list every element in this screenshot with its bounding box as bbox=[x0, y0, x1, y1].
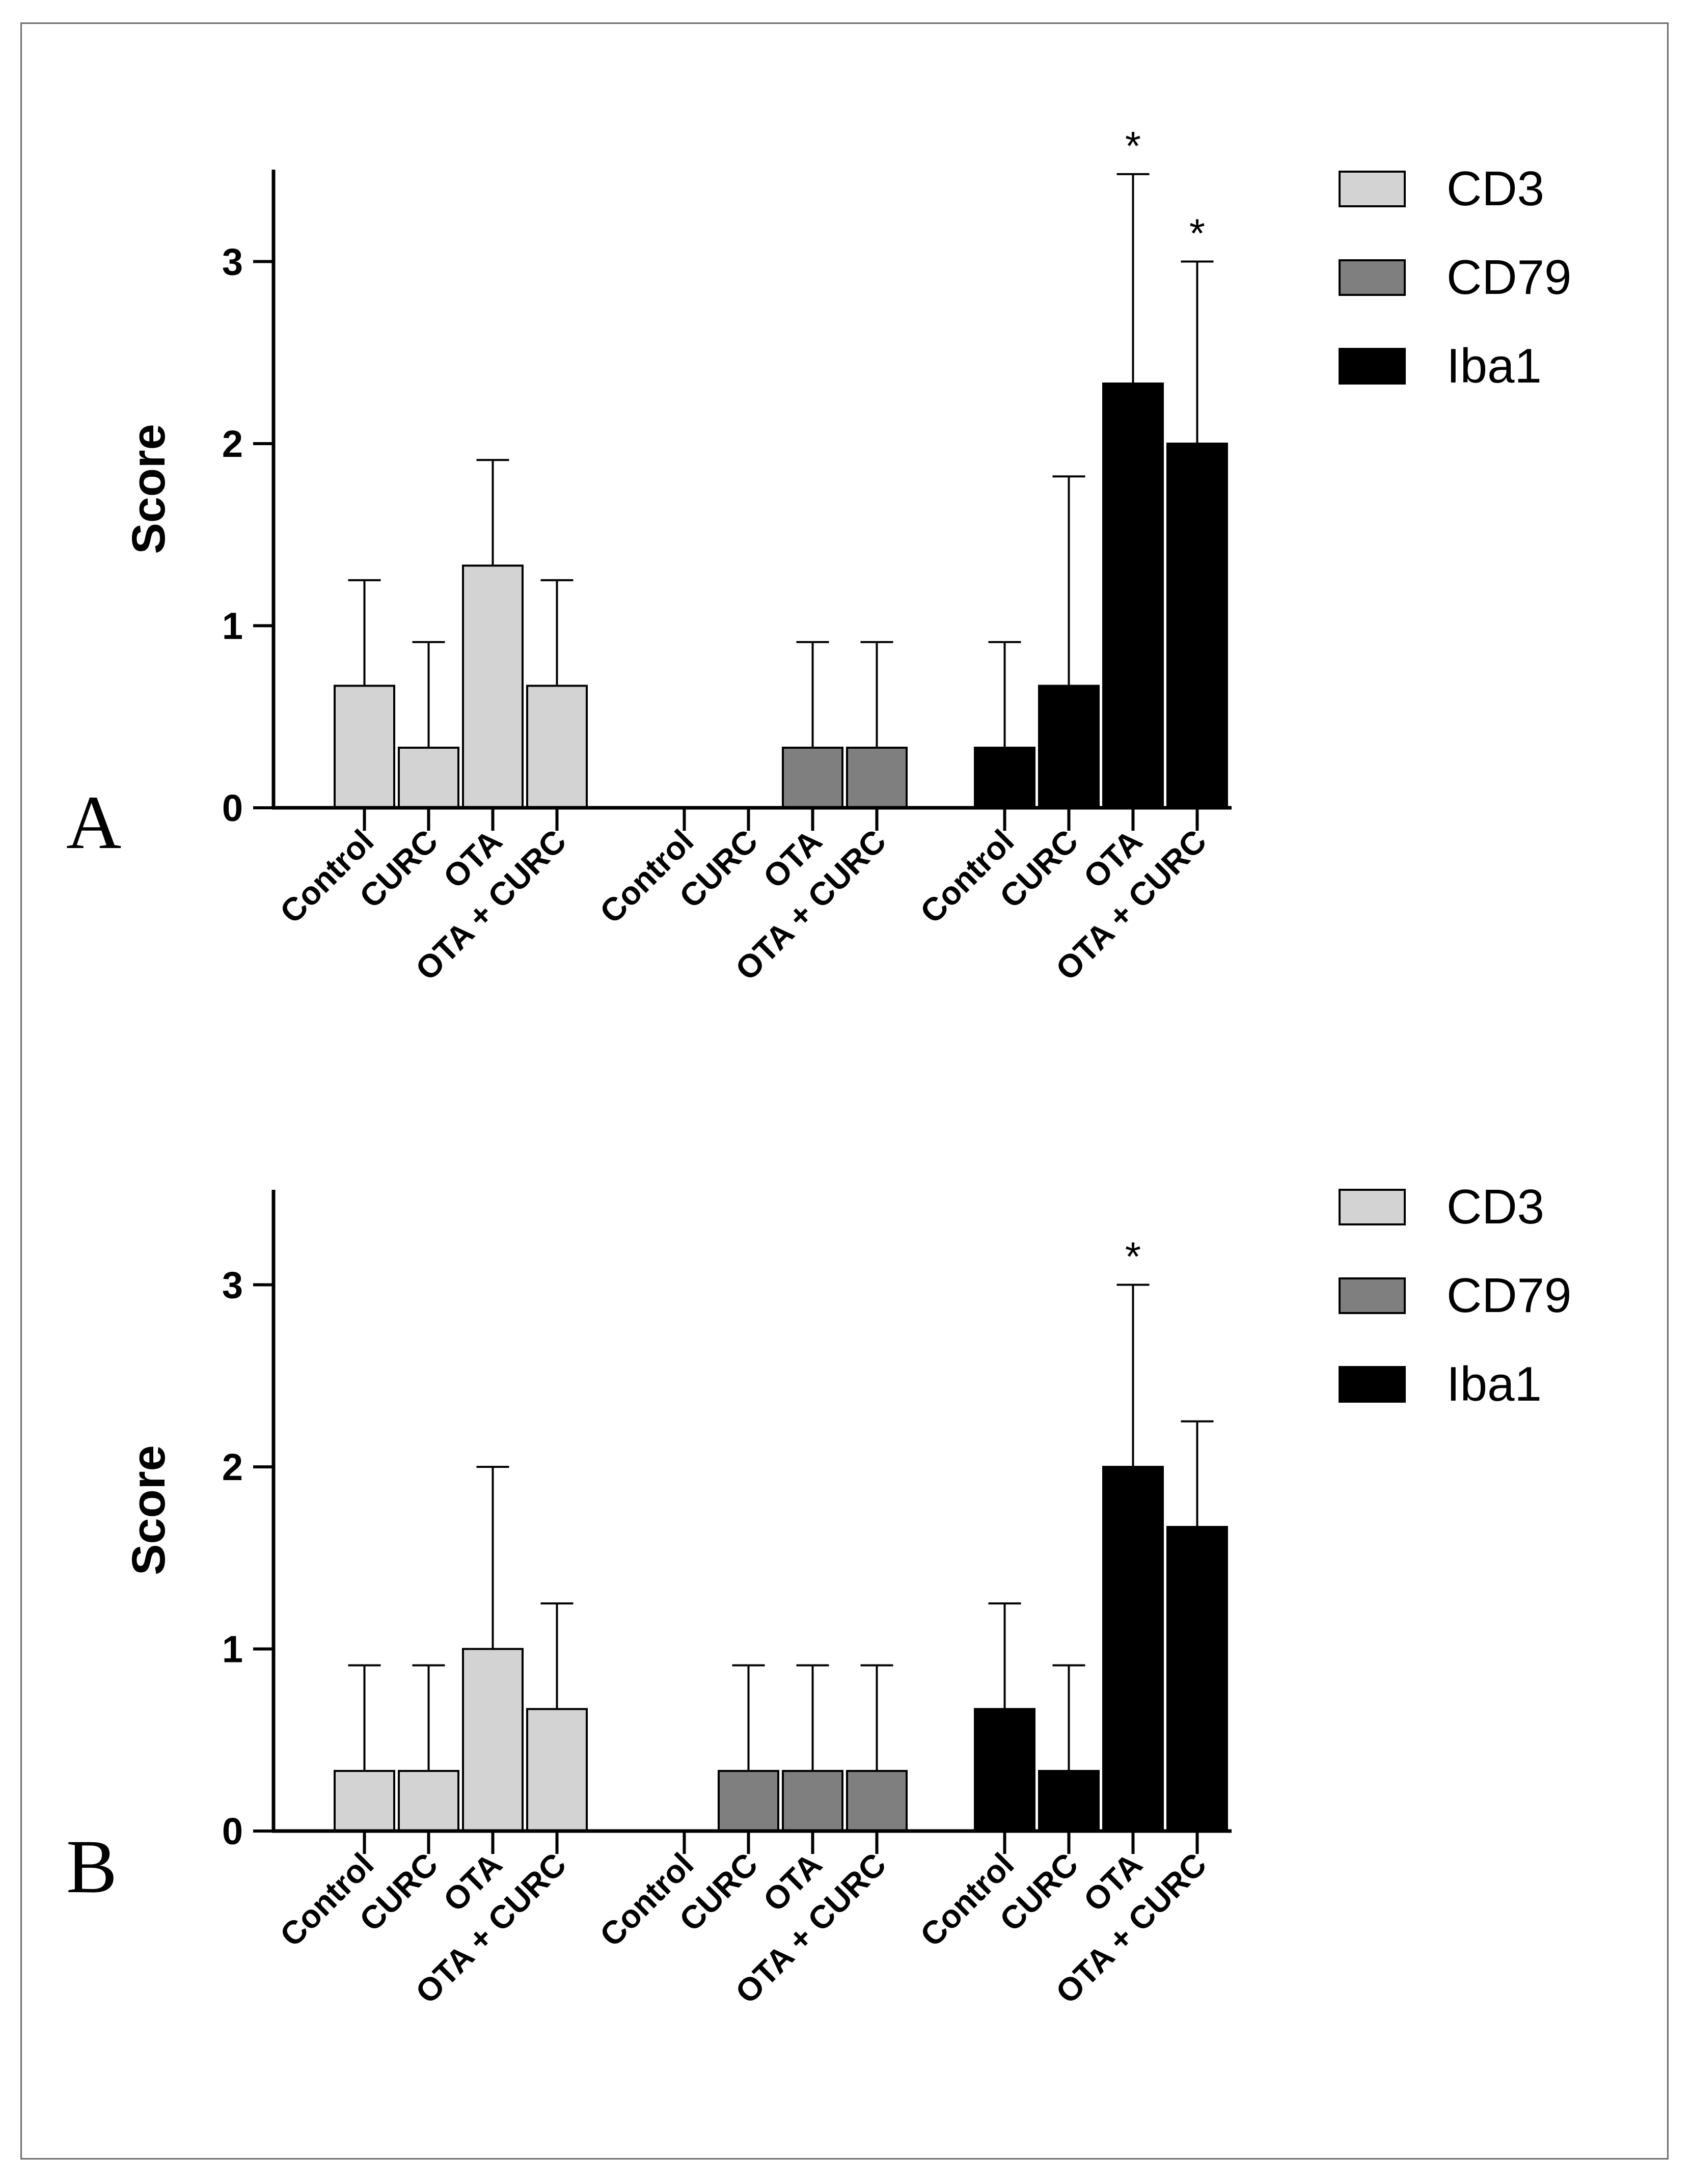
bar-cd3-3 bbox=[526, 685, 588, 809]
bar-iba1-2 bbox=[1102, 1466, 1164, 1832]
y-tick-label: 3 bbox=[222, 241, 243, 283]
bar-iba1-3 bbox=[1166, 443, 1228, 809]
legend-swatch-cd3 bbox=[1339, 171, 1406, 207]
bar-iba1-1 bbox=[1038, 1770, 1100, 1832]
legend-label-cd79: CD79 bbox=[1447, 1268, 1571, 1323]
bar-cd79-1 bbox=[718, 1770, 779, 1832]
legend: CD3 CD79 Iba1 bbox=[1339, 1180, 1571, 1411]
bar-iba1-0 bbox=[974, 1708, 1035, 1833]
legend-swatch-cd79 bbox=[1339, 1277, 1406, 1314]
legend: CD3 CD79 Iba1 bbox=[1339, 161, 1571, 393]
y-tick-label: 2 bbox=[222, 423, 243, 465]
bar-iba1-3 bbox=[1166, 1525, 1228, 1833]
bar-cd3-1 bbox=[398, 1770, 459, 1832]
bar-cd3-2 bbox=[462, 1648, 524, 1832]
y-axis-title: Score bbox=[123, 1445, 175, 1575]
legend-swatch-iba1 bbox=[1339, 348, 1406, 385]
significance-mark: * bbox=[1125, 123, 1141, 169]
bar-cd79-3 bbox=[846, 747, 908, 809]
legend-swatch-cd79 bbox=[1339, 259, 1406, 296]
bar-cd3-3 bbox=[526, 1708, 588, 1833]
bar-iba1-0 bbox=[974, 747, 1035, 809]
bar-iba1-1 bbox=[1038, 685, 1100, 809]
bar-cd3-1 bbox=[398, 747, 459, 809]
legend-label-iba1: Iba1 bbox=[1447, 339, 1542, 393]
legend-label-iba1: Iba1 bbox=[1447, 1357, 1542, 1411]
bar-cd3-2 bbox=[462, 564, 524, 809]
legend-swatch-cd3 bbox=[1339, 1189, 1406, 1225]
legend-label-cd3: CD3 bbox=[1447, 1180, 1544, 1234]
significance-mark: * bbox=[1189, 211, 1205, 256]
legend-label-cd79: CD79 bbox=[1447, 250, 1571, 305]
panel-letter: A bbox=[66, 780, 121, 865]
bar-cd3-0 bbox=[334, 1770, 395, 1832]
y-tick-label: 2 bbox=[222, 1446, 243, 1488]
bar-cd3-0 bbox=[334, 685, 395, 809]
y-tick-label: 1 bbox=[222, 605, 243, 647]
legend-label-cd3: CD3 bbox=[1447, 161, 1544, 216]
y-tick-label: 0 bbox=[222, 1810, 243, 1852]
bar-cd79-2 bbox=[782, 747, 843, 809]
bar-cd79-3 bbox=[846, 1770, 908, 1832]
y-tick-label: 1 bbox=[222, 1628, 243, 1671]
bar-cd79-2 bbox=[782, 1770, 843, 1832]
y-tick-label: 3 bbox=[222, 1264, 243, 1306]
significance-mark: * bbox=[1125, 1234, 1141, 1279]
panel-letter: B bbox=[66, 1824, 117, 1909]
figure-frame bbox=[20, 22, 1669, 2160]
y-tick-label: 0 bbox=[222, 787, 243, 829]
legend-swatch-iba1 bbox=[1339, 1366, 1406, 1403]
bar-iba1-2 bbox=[1102, 383, 1164, 809]
y-axis-title: Score bbox=[123, 424, 175, 554]
